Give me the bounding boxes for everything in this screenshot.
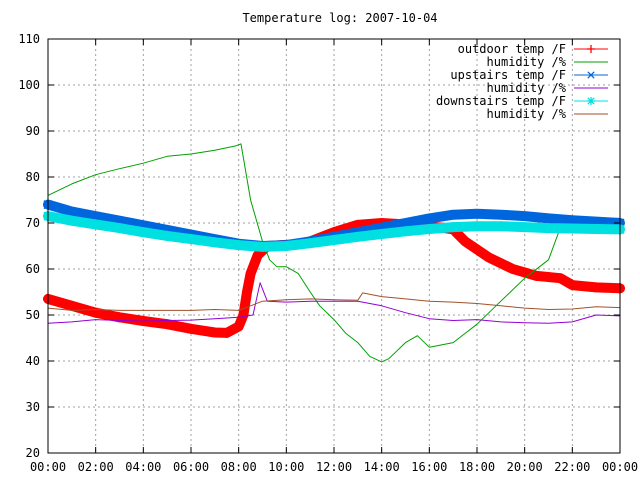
data-point [252, 250, 263, 261]
data-point [209, 237, 220, 248]
series-1 [47, 143, 621, 363]
data-point [376, 229, 387, 240]
legend-label: humidity /% [487, 107, 567, 121]
series-5 [47, 292, 621, 311]
data-point [67, 206, 77, 217]
data-point [555, 273, 566, 284]
x-tick-label: 12:00 [316, 460, 352, 474]
legend-label: outdoor temp /F [458, 42, 566, 56]
x-tick-label: 16:00 [411, 460, 447, 474]
data-point [209, 327, 220, 338]
x-tick-label: 10:00 [268, 460, 304, 474]
y-tick-label: 40 [26, 354, 40, 368]
legend-marker [587, 71, 595, 79]
data-point [424, 223, 435, 234]
data-point [66, 300, 77, 311]
data-point [507, 264, 518, 274]
data-point [162, 230, 173, 241]
x-tick-label: 18:00 [459, 460, 495, 474]
y-tick-label: 110 [18, 32, 40, 46]
data-point [245, 268, 256, 279]
data-point [233, 240, 244, 251]
legend-label: upstairs temp /F [450, 68, 566, 82]
x-tick-label: 14:00 [364, 460, 400, 474]
data-point [472, 221, 482, 232]
legend-marker [587, 97, 595, 105]
data-point [520, 211, 530, 221]
legend-label: humidity /% [487, 55, 567, 69]
series-line [47, 282, 621, 324]
data-point [281, 241, 292, 251]
data-point [531, 270, 542, 281]
y-tick-label: 50 [26, 308, 40, 322]
data-point [400, 226, 411, 237]
x-tick-label: 22:00 [554, 460, 590, 474]
y-tick-label: 70 [26, 216, 40, 230]
data-point [483, 252, 494, 263]
y-tick-label: 80 [26, 170, 40, 184]
data-point [257, 241, 268, 252]
data-point [66, 215, 77, 226]
series-line [47, 292, 621, 311]
data-point [91, 211, 101, 221]
chart-title: Temperature log: 2007-10-04 [242, 11, 437, 25]
data-point [186, 323, 196, 334]
data-point [114, 223, 125, 234]
data-point [305, 238, 316, 249]
data-point [591, 282, 602, 293]
data-point [495, 221, 506, 232]
data-point [567, 280, 578, 291]
data-point [424, 213, 434, 223]
y-tick-label: 100 [18, 78, 40, 92]
y-tick-label: 90 [26, 124, 40, 138]
series-3 [47, 282, 621, 324]
x-tick-label: 00:00 [602, 460, 638, 474]
data-point [221, 327, 232, 338]
x-tick-label: 08:00 [221, 460, 257, 474]
data-point [233, 321, 244, 332]
x-tick-label: 20:00 [507, 460, 543, 474]
x-tick-label: 06:00 [173, 460, 209, 474]
data-point [90, 219, 101, 230]
y-tick-label: 60 [26, 262, 40, 276]
data-point [400, 218, 411, 228]
data-point [329, 235, 339, 246]
data-point [352, 231, 363, 242]
data-point [567, 223, 578, 234]
legend-label: downstairs temp /F [436, 94, 566, 108]
ticks: 00:00 02:00 04:00 06:00 08:00 10:00 12:00 14:00… [18, 32, 638, 474]
data-point [472, 209, 482, 219]
data-point [460, 236, 471, 247]
data-point [543, 223, 554, 234]
data-point [496, 210, 506, 220]
data-point [543, 213, 554, 223]
x-tick-label: 00:00 [30, 460, 66, 474]
data-point [186, 234, 196, 245]
legend-label: humidity /% [487, 81, 567, 95]
y-tick-label: 20 [26, 446, 40, 460]
x-tick-label: 02:00 [78, 460, 114, 474]
data-point [238, 310, 249, 320]
data-point [591, 223, 602, 234]
data-point [138, 227, 149, 238]
legend-marker [587, 45, 595, 53]
y-tick-label: 30 [26, 400, 40, 414]
data-point [567, 215, 577, 225]
x-tick-label: 04:00 [125, 460, 161, 474]
data-point [242, 287, 253, 297]
series-line [47, 143, 621, 363]
data-point [519, 222, 530, 233]
data-point [448, 222, 459, 233]
data-point [448, 210, 458, 220]
